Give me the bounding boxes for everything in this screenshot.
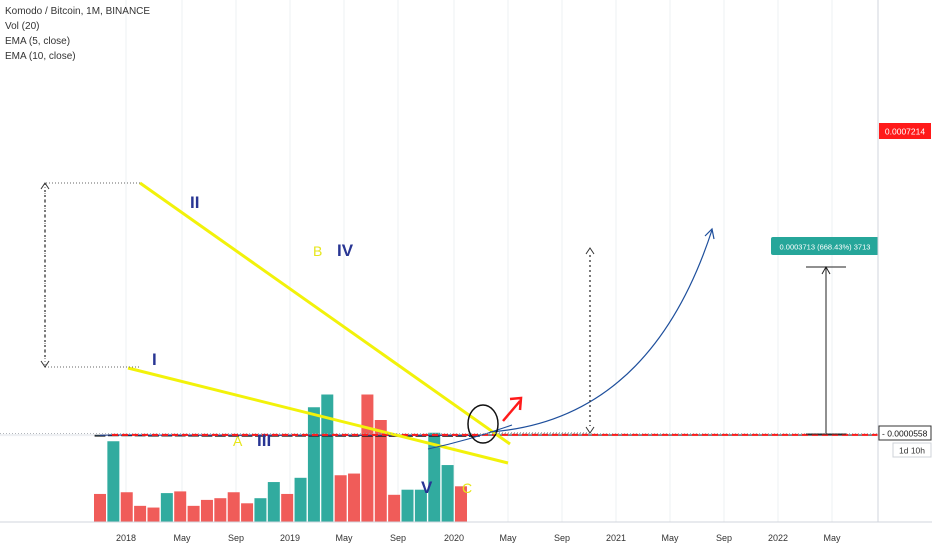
range-left-head-bottom [40, 360, 50, 368]
projection-arrowhead [704, 227, 715, 240]
wave-label-v: V [421, 478, 433, 497]
wave-label-a: A [233, 433, 243, 449]
time-tick-label: 2022 [768, 533, 788, 543]
ema5-indicator-label[interactable]: EMA (5, close) [5, 36, 71, 47]
lower-trend-line [127, 366, 509, 465]
range-left-head-top [40, 182, 50, 190]
current-price-tag [878, 425, 932, 441]
volume-bar [214, 498, 227, 522]
resistance-price-tag [879, 123, 931, 139]
volume-bar [94, 493, 106, 522]
price-axis-background [878, 0, 932, 550]
measure-tooltip: 0.0003713 (668.43%) 3713 [771, 237, 879, 255]
time-tick-label: 2021 [606, 533, 626, 543]
measure-tooltip-text: 0.0003713 (668.43%) 3713 [780, 243, 871, 252]
time-axis[interactable]: 2018 May Sep 2019 May Sep 2020 May Sep 2021 May Sep… [0, 521, 932, 550]
volume-bar [414, 489, 427, 522]
wave-label-ii: II [190, 193, 199, 212]
volume-bar [454, 486, 467, 522]
volume-bar [134, 505, 147, 522]
time-tick-label: May [335, 533, 353, 543]
support-curve [427, 424, 513, 450]
wave-label-iv: IV [337, 241, 354, 260]
volume-bar [294, 477, 307, 522]
symbol-title[interactable]: Komodo / Bitcoin, 1M, BINANCE [5, 6, 151, 17]
wave-label-b: B [313, 243, 322, 259]
resistance-price-tag-label: 0.0007214 [885, 127, 925, 137]
measure-tooltip-box [771, 237, 879, 255]
volume-bar [254, 498, 267, 522]
upper-trend-line [139, 181, 511, 446]
time-tick-label: Sep [390, 533, 406, 543]
projection-curve [489, 229, 713, 433]
time-tick-label: May [661, 533, 679, 543]
volume-bar [107, 441, 120, 522]
volume-bar [334, 475, 347, 522]
breakout-arrow-shaft [502, 400, 521, 422]
wave-label-c: C [462, 480, 472, 496]
volume-bar [374, 420, 387, 522]
time-axis-background [0, 522, 932, 550]
volume-bar [160, 493, 173, 522]
current-price-tag-label: - 0.0000558 [882, 429, 928, 439]
time-tick-label: 2020 [444, 533, 464, 543]
breakout-circle [467, 404, 499, 444]
volume-bar [401, 489, 414, 522]
time-tick-label: Sep [554, 533, 570, 543]
countdown-tag-label: 1d 10h [899, 446, 925, 456]
price-range-head [821, 265, 831, 275]
wave-label-iii: III [257, 431, 271, 450]
volume-bar [307, 407, 320, 522]
vol-indicator-label[interactable]: Vol (20) [5, 21, 40, 32]
volume-bar [428, 432, 441, 522]
volume-bar [441, 465, 454, 522]
chart-legend: Komodo / Bitcoin, 1M, BINANCE Vol (20) E… [5, 4, 150, 64]
price-tags: 0.0007214 - 0.0000558 1d 10h [878, 123, 932, 458]
volume-bar [321, 394, 334, 522]
volume-bar [120, 492, 133, 522]
time-tick-label: 2018 [116, 533, 136, 543]
ema10-indicator-label[interactable]: EMA (10, close) [5, 51, 76, 62]
time-tick-label: May [173, 533, 191, 543]
volume-bar [187, 505, 200, 522]
volume-bar [227, 492, 240, 522]
countdown-tag [892, 442, 932, 458]
time-tick-label: May [499, 533, 517, 543]
volume-bar [361, 394, 374, 522]
time-tick-label: 2019 [280, 533, 300, 543]
wave-label-i: I [152, 350, 157, 369]
price-axis[interactable]: 0.00100000.00090000.00080000.00070000.00… [877, 0, 932, 550]
time-tick-label: Sep [228, 533, 244, 543]
volume-bar [147, 507, 160, 522]
volume-bar [174, 491, 187, 522]
volume-bar [348, 473, 361, 522]
time-tick-label: Sep [716, 533, 732, 543]
range-right-head-top [585, 247, 595, 255]
breakout-arrow-head [509, 396, 523, 411]
volume-bar [388, 494, 401, 522]
volume-bar [281, 493, 294, 522]
time-tick-label: May [823, 533, 841, 543]
volume-bar [200, 499, 213, 522]
volume-bar [267, 482, 280, 522]
volume-bars [94, 394, 467, 522]
volume-bar [241, 503, 254, 522]
